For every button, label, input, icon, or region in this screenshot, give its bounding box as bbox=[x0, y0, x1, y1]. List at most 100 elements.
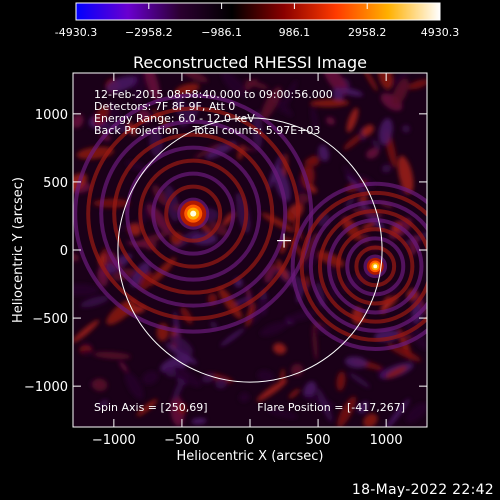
texture-blob bbox=[175, 83, 200, 95]
texture-blob bbox=[344, 356, 368, 369]
texture-blob bbox=[340, 269, 375, 292]
sidelobe-ring bbox=[112, 132, 275, 295]
x-tick-label: −1000 bbox=[92, 433, 136, 448]
texture-blob bbox=[336, 371, 346, 391]
colorbar-tick-label: 986.1 bbox=[279, 26, 311, 39]
texture-blob bbox=[385, 366, 408, 379]
texture-blob bbox=[325, 116, 335, 125]
plot-area bbox=[73, 73, 427, 427]
x-tick-label: −500 bbox=[164, 433, 200, 448]
texture-blob bbox=[312, 324, 318, 361]
solar-limb-circle bbox=[117, 117, 383, 383]
texture-blob bbox=[343, 132, 365, 150]
texture-blob bbox=[92, 378, 108, 392]
flare-position-label: Flare Position = [-417,267] bbox=[257, 401, 405, 414]
texture-blob bbox=[93, 106, 109, 126]
annotation-method-counts: Back Projection Total counts: 5.97E+03 bbox=[94, 124, 320, 137]
texture-blob bbox=[361, 124, 374, 137]
texture-blob bbox=[316, 388, 333, 422]
sidelobe-ring bbox=[308, 199, 427, 333]
texture-blob bbox=[142, 370, 159, 385]
sidelobe-ring bbox=[164, 184, 223, 243]
sidelobe-ring bbox=[336, 227, 415, 306]
colorbar-tick-label: 4930.3 bbox=[421, 26, 460, 39]
sidelobe-ring bbox=[299, 190, 427, 342]
x-tick-label: 0 bbox=[246, 433, 254, 448]
source-peak bbox=[373, 264, 378, 269]
texture-blob bbox=[235, 192, 242, 205]
texture-blob bbox=[310, 106, 319, 133]
texture-blob bbox=[191, 417, 207, 425]
texture-blob bbox=[244, 79, 269, 90]
texture-blob bbox=[279, 79, 298, 114]
texture-blob bbox=[177, 402, 187, 415]
texture-blob bbox=[165, 367, 177, 378]
texture-blob bbox=[337, 396, 357, 427]
y-tick-label: 0 bbox=[60, 244, 68, 259]
texture-blob bbox=[363, 413, 378, 427]
texture-blob bbox=[371, 139, 381, 151]
texture-blob bbox=[404, 316, 427, 351]
texture-blob bbox=[107, 101, 126, 132]
chart-title: Reconstructed RHESSI Image bbox=[133, 53, 367, 72]
texture-blob bbox=[73, 283, 100, 296]
source-1 bbox=[180, 200, 207, 227]
sidelobe-ring bbox=[363, 254, 388, 279]
texture-blob bbox=[245, 302, 255, 327]
texture-blob bbox=[93, 351, 131, 360]
texture-blob bbox=[257, 369, 275, 383]
sidelobe-ring bbox=[138, 158, 249, 269]
annotation-time: 12-Feb-2015 08:58:40.000 to 09:00:56.000 bbox=[94, 88, 333, 101]
y-tick-label: 1000 bbox=[35, 108, 68, 123]
sidelobe-ring bbox=[317, 209, 427, 324]
annotations: 12-Feb-2015 08:58:40.000 to 09:00:56.000… bbox=[94, 88, 405, 414]
texture-blob bbox=[209, 321, 218, 330]
texture-blob bbox=[309, 99, 350, 108]
texture-blob bbox=[170, 335, 194, 355]
texture-blob bbox=[73, 319, 100, 343]
colorbar-tick-label: −2958.2 bbox=[125, 26, 173, 39]
texture-blob bbox=[144, 73, 160, 102]
texture-blob bbox=[385, 73, 416, 90]
texture-blob bbox=[172, 379, 184, 401]
texture-blob bbox=[259, 321, 288, 337]
texture-blob bbox=[139, 271, 153, 291]
texture-blob bbox=[81, 350, 95, 355]
y-tick-label: −1000 bbox=[24, 380, 68, 395]
colorbar-ticks bbox=[75, 3, 441, 9]
texture-blob bbox=[119, 361, 128, 373]
texture-blob bbox=[182, 73, 208, 83]
colorbar bbox=[75, 2, 441, 21]
texture-blob bbox=[136, 399, 158, 417]
source-sidelobe-rings bbox=[73, 93, 427, 351]
texture-blob bbox=[381, 164, 392, 173]
texture-blob bbox=[303, 381, 317, 399]
texture-blob bbox=[106, 75, 138, 93]
texture-blob bbox=[165, 343, 198, 365]
texture-blob bbox=[106, 298, 137, 325]
y-axis-ticks bbox=[73, 113, 427, 387]
texture-blob bbox=[339, 87, 364, 97]
sidelobe-ring bbox=[290, 181, 427, 351]
x-axis-ticks bbox=[113, 73, 387, 427]
source-peak bbox=[190, 210, 197, 217]
texture-blob bbox=[221, 73, 249, 99]
texture-blob bbox=[380, 93, 403, 111]
sidelobe-ring bbox=[177, 197, 210, 230]
texture-blob bbox=[346, 107, 359, 133]
texture-blob bbox=[288, 388, 300, 399]
texture-blob bbox=[363, 73, 378, 92]
texture-blob bbox=[296, 193, 310, 204]
x-axis-tick-labels: −1000 −500 0 500 1000 bbox=[92, 433, 403, 448]
texture-blob bbox=[385, 398, 410, 427]
texture-blob bbox=[73, 253, 80, 262]
texture-blob bbox=[405, 402, 427, 423]
texture-blob bbox=[378, 118, 393, 146]
texture-blob bbox=[304, 157, 315, 165]
sidelobe-ring bbox=[99, 119, 288, 308]
texture-blob bbox=[73, 114, 84, 128]
texture-blob bbox=[261, 86, 282, 120]
sidelobe-ring bbox=[125, 145, 262, 282]
sidelobe-ring bbox=[151, 171, 236, 256]
